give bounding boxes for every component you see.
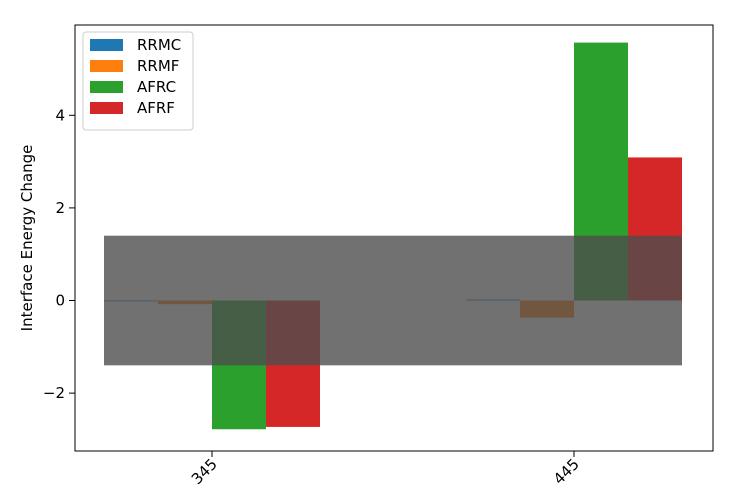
- shaded-band: [104, 235, 682, 366]
- legend-label-afrc: AFRC: [137, 78, 176, 96]
- x-tick-label: 345: [188, 455, 221, 488]
- x-tick-label: 445: [550, 455, 583, 488]
- y-tick-label: 2: [55, 199, 65, 217]
- plot-frame: [74, 24, 714, 452]
- y-tick-label: −2: [43, 384, 65, 402]
- legend-label-rrmf: RRMF: [137, 57, 179, 75]
- legend-label-rrmc: RRMC: [137, 36, 181, 54]
- y-tick-label: 4: [55, 106, 65, 124]
- legend-swatch-rrmc: [90, 39, 123, 51]
- y-tick-label: 0: [55, 292, 65, 310]
- legend-swatch-rrmf: [90, 60, 123, 72]
- legend-swatch-afrc: [90, 81, 123, 93]
- legend-label-afrf: AFRF: [137, 99, 175, 117]
- x-axis: 345 445: [188, 451, 583, 488]
- legend: RRMC RRMF AFRC AFRF: [82, 31, 194, 131]
- legend-swatch-afrf: [90, 102, 123, 114]
- y-axis: −2 0 2 4: [43, 106, 75, 402]
- y-axis-label: Interface Energy Change: [18, 145, 36, 332]
